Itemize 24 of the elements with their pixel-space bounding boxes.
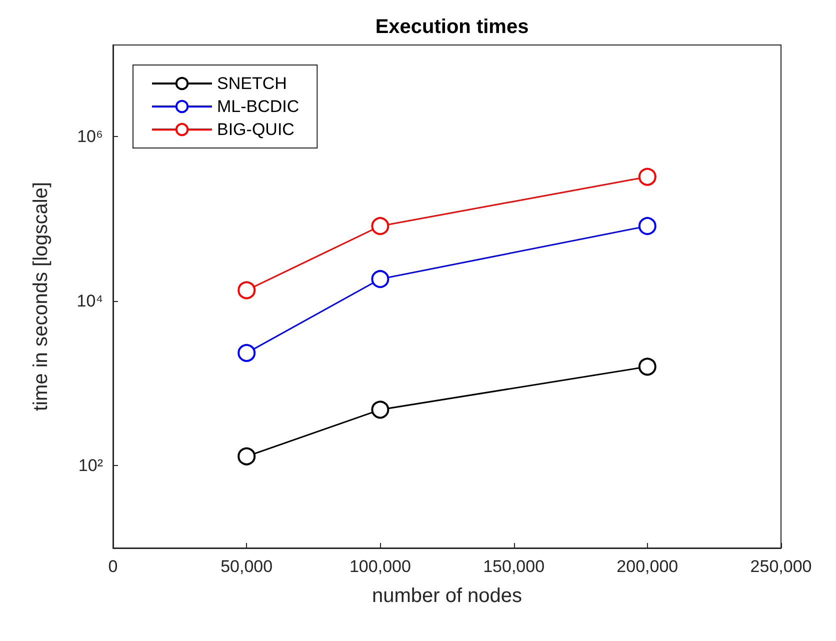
chart-title: Execution times [375, 16, 529, 38]
y-tick-label: 10² [78, 456, 104, 476]
point [638, 358, 656, 376]
x-axis-title: number of nodes [372, 585, 522, 607]
point [638, 217, 656, 235]
x-tick-label: 50,000 [220, 557, 273, 576]
y-axis-title: time in seconds [logscale] [30, 182, 52, 412]
y-tick-label: 10⁴ [76, 292, 103, 311]
point [238, 281, 256, 300]
point [371, 270, 390, 288]
legend-label: SNETCH [217, 74, 287, 93]
point [238, 447, 256, 466]
x-tick-label: 100,000 [349, 557, 411, 576]
legend-label: ML-BCDIC [217, 97, 300, 116]
x-tick-label: 250,000 [750, 557, 812, 576]
x-tick-label: 150,000 [483, 557, 545, 576]
point [371, 400, 390, 419]
legend-label: BIG-QUIC [217, 120, 294, 139]
point [371, 217, 390, 235]
x-tick-label: 0 [108, 557, 118, 576]
y-tick-label: 10⁶ [77, 127, 103, 146]
x-tick-label: 200,000 [616, 557, 678, 576]
point [238, 344, 256, 362]
point [638, 168, 656, 186]
